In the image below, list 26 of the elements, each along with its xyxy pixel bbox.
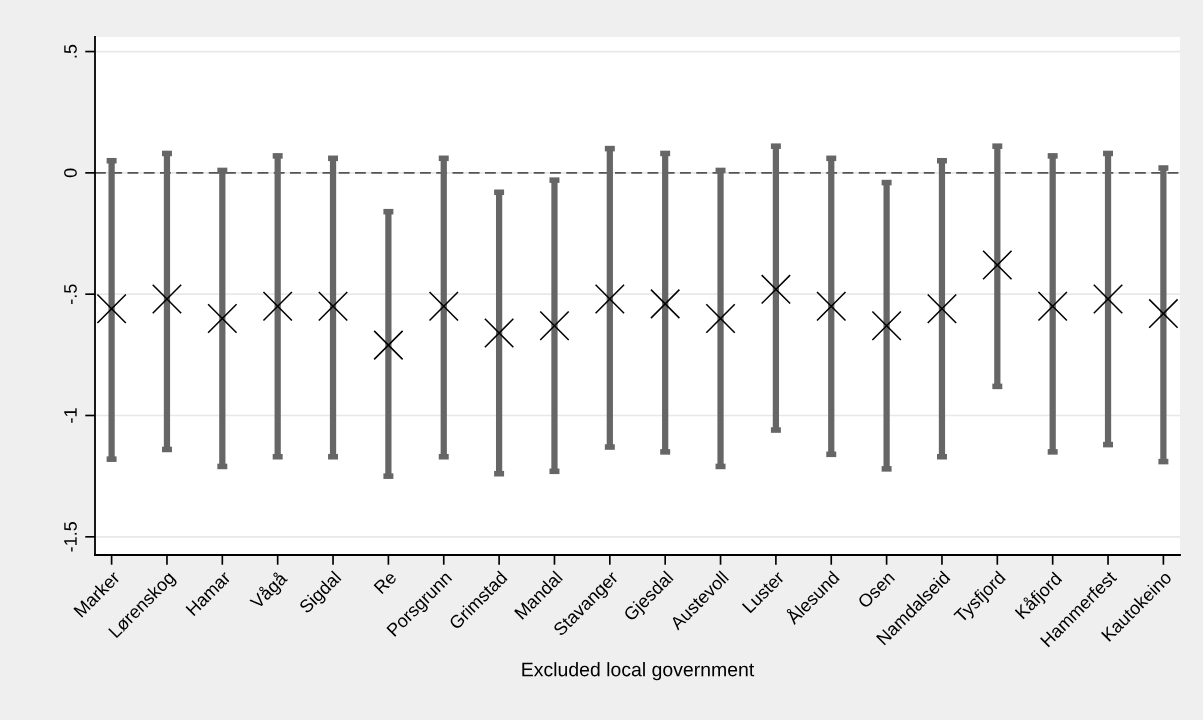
y-tick-label: -.5: [64, 284, 77, 304]
point: [1037, 291, 1068, 322]
point: [151, 284, 182, 315]
point: [760, 274, 791, 305]
point: [318, 291, 349, 322]
point: [650, 288, 681, 319]
point: [96, 293, 127, 324]
point: [871, 310, 902, 341]
point: [428, 291, 459, 322]
point: [816, 291, 847, 322]
point: [262, 291, 293, 322]
y-tick-label: .5: [64, 44, 77, 58]
y-tick-label: -1: [64, 408, 77, 423]
point: [926, 293, 957, 324]
y-tick-label: 0: [64, 168, 77, 178]
point: [705, 303, 736, 334]
point: [484, 318, 515, 348]
x-axis-title: Excluded local government: [522, 662, 755, 681]
y-tick-label: -1.5: [64, 522, 77, 552]
point: [982, 250, 1013, 281]
point: [207, 303, 238, 334]
point: [1093, 284, 1124, 315]
point: [373, 330, 404, 361]
point: [539, 310, 570, 341]
point: [594, 284, 625, 315]
point: [1148, 298, 1179, 329]
